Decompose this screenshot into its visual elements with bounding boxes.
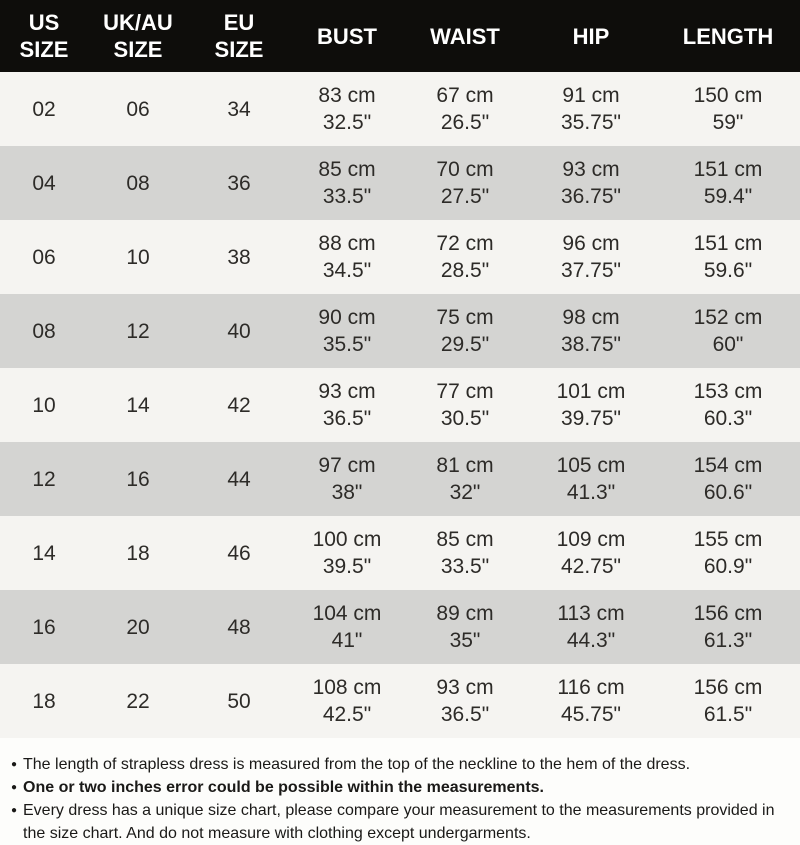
cell-hip: 101 cm 39.75"	[556, 380, 626, 430]
cell-eu: 36	[227, 171, 251, 195]
note-line: ● The length of strapless dress is measu…	[10, 753, 794, 776]
table-body: 02 06 34 83 cm 32.5" 67 cm 26.5" 91 cm 35.75"…	[0, 72, 800, 738]
cell-eu: 50	[227, 689, 251, 713]
bullet-icon: ●	[11, 805, 18, 816]
cell-uk: 14	[126, 393, 150, 417]
table-row: 18 22 50 108 cm 42.5" 93 cm 36.5" 116 cm 45.7…	[0, 664, 800, 738]
cell-uk: 16	[126, 467, 150, 491]
cell-length: 155 cm 60.9"	[693, 528, 763, 578]
table-row: 06 10 38 88 cm 34.5" 72 cm 28.5" 96 cm 37.75"…	[0, 220, 800, 294]
cell-eu: 44	[227, 467, 251, 491]
cell-us: 10	[32, 393, 56, 417]
cell-hip: 109 cm 42.75"	[556, 528, 626, 578]
cell-eu: 38	[227, 245, 251, 269]
cell-uk: 08	[126, 171, 150, 195]
cell-us: 06	[32, 245, 56, 269]
cell-us: 16	[32, 615, 56, 639]
cell-hip: 113 cm 44.3"	[557, 602, 625, 652]
cell-waist: 93 cm 36.5"	[436, 676, 494, 726]
cell-us: 08	[32, 319, 56, 343]
cell-length: 152 cm 60"	[693, 306, 763, 356]
cell-waist: 77 cm 30.5"	[436, 380, 494, 430]
cell-hip: 91 cm 35.75"	[560, 84, 621, 134]
col-header-length: LENGTH	[682, 23, 774, 49]
table-row: 14 18 46 100 cm 39.5" 85 cm 33.5" 109 cm 42.7…	[0, 516, 800, 590]
cell-eu: 48	[227, 615, 251, 639]
cell-hip: 105 cm 41.3"	[556, 454, 626, 504]
note-text: One or two inches error could be possibl…	[23, 779, 544, 796]
cell-eu: 42	[227, 393, 251, 417]
cell-uk: 10	[126, 245, 150, 269]
cell-bust: 83 cm 32.5"	[318, 84, 376, 134]
col-header-waist: WAIST	[430, 23, 500, 49]
table-row: 04 08 36 85 cm 33.5" 70 cm 27.5" 93 cm 36.75"…	[0, 146, 800, 220]
cell-eu: 34	[227, 97, 251, 121]
bullet-icon: ●	[11, 782, 18, 793]
cell-uk: 06	[126, 97, 150, 121]
note-text: The length of strapless dress is measure…	[23, 756, 691, 773]
bullet-icon: ●	[11, 759, 18, 770]
cell-bust: 100 cm 39.5"	[312, 528, 382, 578]
note-line: ● Every dress has a unique size chart, p…	[10, 799, 794, 845]
cell-waist: 89 cm 35"	[436, 602, 494, 652]
cell-length: 154 cm 60.6"	[693, 454, 763, 504]
cell-us: 14	[32, 541, 56, 565]
cell-waist: 70 cm 27.5"	[436, 158, 494, 208]
cell-length: 150 cm 59"	[693, 84, 763, 134]
cell-bust: 90 cm 35.5"	[318, 306, 376, 356]
cell-uk: 20	[126, 615, 150, 639]
cell-uk: 12	[126, 319, 150, 343]
cell-us: 18	[32, 689, 56, 713]
cell-bust: 88 cm 34.5"	[318, 232, 376, 282]
note-line: ● One or two inches error could be possi…	[10, 776, 794, 799]
col-header-us-size: US SIZE	[19, 10, 69, 62]
cell-hip: 93 cm 36.75"	[560, 158, 621, 208]
table-row: 08 12 40 90 cm 35.5" 75 cm 29.5" 98 cm 38.75"…	[0, 294, 800, 368]
cell-length: 156 cm 61.3"	[693, 602, 763, 652]
cell-uk: 18	[126, 541, 150, 565]
cell-waist: 75 cm 29.5"	[436, 306, 494, 356]
cell-bust: 108 cm 42.5"	[312, 676, 382, 726]
cell-length: 153 cm 60.3"	[693, 380, 763, 430]
cell-us: 04	[32, 171, 56, 195]
col-header-hip: HIP	[572, 23, 610, 49]
table-header-row: US SIZE UK/AU SIZE EU SIZE BUST WAIST HI…	[0, 0, 800, 72]
cell-hip: 98 cm 38.75"	[560, 306, 621, 356]
footer-notes: ● The length of strapless dress is measu…	[0, 738, 800, 845]
cell-length: 156 cm 61.5"	[693, 676, 763, 726]
cell-bust: 93 cm 36.5"	[318, 380, 376, 430]
table-row: 16 20 48 104 cm 41" 89 cm 35" 113 cm 44.3" 156…	[0, 590, 800, 664]
col-header-eu-size: EU SIZE	[214, 10, 264, 62]
cell-bust: 104 cm 41"	[312, 602, 382, 652]
cell-hip: 116 cm 45.75"	[557, 676, 625, 726]
col-header-uk-au-size: UK/AU SIZE	[103, 10, 173, 62]
cell-eu: 46	[227, 541, 251, 565]
cell-uk: 22	[126, 689, 150, 713]
cell-waist: 72 cm 28.5"	[436, 232, 494, 282]
cell-waist: 81 cm 32"	[436, 454, 494, 504]
cell-us: 12	[32, 467, 56, 491]
cell-eu: 40	[227, 319, 251, 343]
table-row: 12 16 44 97 cm 38" 81 cm 32" 105 cm 41.3" 154 …	[0, 442, 800, 516]
cell-us: 02	[32, 97, 56, 121]
cell-length: 151 cm 59.4"	[693, 158, 763, 208]
table-row: 10 14 42 93 cm 36.5" 77 cm 30.5" 101 cm 39.75…	[0, 368, 800, 442]
cell-waist: 67 cm 26.5"	[436, 84, 494, 134]
cell-hip: 96 cm 37.75"	[560, 232, 621, 282]
table-row: 02 06 34 83 cm 32.5" 67 cm 26.5" 91 cm 35.75"…	[0, 72, 800, 146]
cell-length: 151 cm 59.6"	[693, 232, 763, 282]
note-text: Every dress has a unique size chart, ple…	[23, 802, 775, 842]
cell-bust: 85 cm 33.5"	[318, 158, 376, 208]
cell-bust: 97 cm 38"	[318, 454, 376, 504]
cell-waist: 85 cm 33.5"	[436, 528, 494, 578]
col-header-bust: BUST	[317, 23, 377, 49]
